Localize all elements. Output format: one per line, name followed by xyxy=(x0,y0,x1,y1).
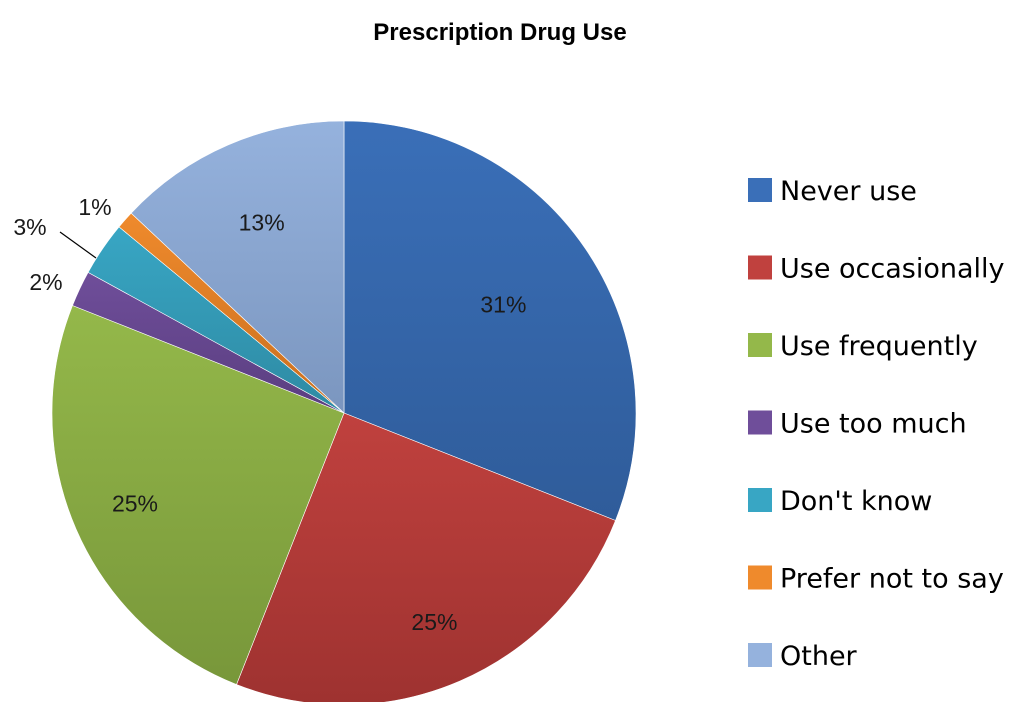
pie-slice-use-frequently xyxy=(51,305,345,685)
pie-slices xyxy=(51,120,637,702)
slice-label: 2% xyxy=(29,269,62,295)
legend-swatch xyxy=(748,255,772,280)
legend-label: Use frequently xyxy=(780,331,978,362)
legend-swatch xyxy=(748,333,772,357)
pie-slice-other xyxy=(130,120,345,414)
legend-label: Use occasionally xyxy=(780,254,1005,285)
legend: Never use Use occasionally Use frequently U… xyxy=(748,176,1005,672)
slice-labels: 31% 25% 25% 2% 3% 1% 13% xyxy=(13,194,526,635)
legend-label: Don't know xyxy=(780,486,932,517)
pie-slice-never-use xyxy=(343,120,637,521)
legend-label: Other xyxy=(780,641,858,672)
slice-label: 31% xyxy=(480,292,526,318)
legend-label: Use too much xyxy=(780,409,967,440)
legend-swatch xyxy=(748,410,772,435)
legend-swatch xyxy=(748,565,772,590)
legend-swatch xyxy=(748,488,772,512)
slice-label: 25% xyxy=(112,490,158,516)
slice-label: 3% xyxy=(13,214,46,240)
chart-title: Prescription Drug Use xyxy=(373,19,626,46)
legend-swatch xyxy=(748,178,772,202)
leader-line xyxy=(59,231,97,259)
slice-label: 25% xyxy=(411,609,457,635)
legend-swatch xyxy=(748,643,772,667)
legend-label: Prefer not to say xyxy=(780,564,1004,595)
slice-label: 13% xyxy=(239,210,285,236)
pie-slice-use-occasionally xyxy=(236,412,616,702)
slice-label: 1% xyxy=(78,194,111,220)
legend-label: Never use xyxy=(780,176,917,207)
